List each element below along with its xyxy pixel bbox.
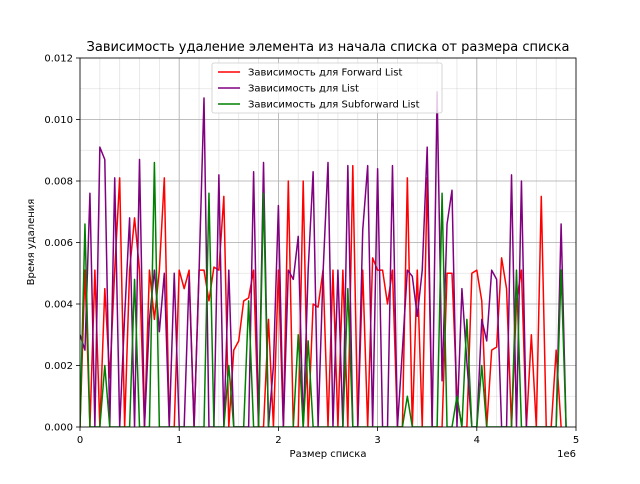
y-tick-label: 0.010 xyxy=(44,115,73,126)
x-tick-label: 5 xyxy=(573,435,579,446)
legend: Зависимость для Forward List Зависимость … xyxy=(211,62,443,114)
y-tick-label: 0.012 xyxy=(44,54,73,65)
legend-label: Зависимость для Subforward List xyxy=(248,100,420,111)
x-axis-label: Размер списка xyxy=(290,449,367,460)
y-tick-label: 0.006 xyxy=(44,238,73,249)
series-line-2 xyxy=(80,91,567,427)
x-tick-label: 0 xyxy=(77,435,83,446)
legend-label: Зависимость для List xyxy=(248,84,359,95)
x-tick-label: 1 xyxy=(176,435,182,446)
legend-label: Зависимость для Forward List xyxy=(248,68,402,79)
x-axis: 0 1 2 3 4 5 xyxy=(77,427,579,446)
series-line-1 xyxy=(80,164,562,427)
y-axis-label: Время удаления xyxy=(26,199,37,286)
y-tick-label: 0.002 xyxy=(44,361,73,372)
x-tick-label: 2 xyxy=(275,435,281,446)
x-tick-label: 3 xyxy=(374,435,380,446)
y-tick-label: 0.008 xyxy=(44,177,73,188)
y-axis: 0.000 0.002 0.004 0.006 0.008 0.010 0.012 xyxy=(44,54,80,434)
chart-title: Зависимость удаление элемента из начала … xyxy=(87,40,570,55)
x-axis-offset-label: 1e6 xyxy=(557,449,576,460)
legend-box xyxy=(211,62,443,114)
plot-area xyxy=(80,91,567,427)
x-tick-label: 4 xyxy=(474,435,480,446)
y-tick-label: 0.004 xyxy=(44,300,73,311)
y-tick-label: 0.000 xyxy=(44,423,73,434)
series-line-3 xyxy=(80,161,567,427)
